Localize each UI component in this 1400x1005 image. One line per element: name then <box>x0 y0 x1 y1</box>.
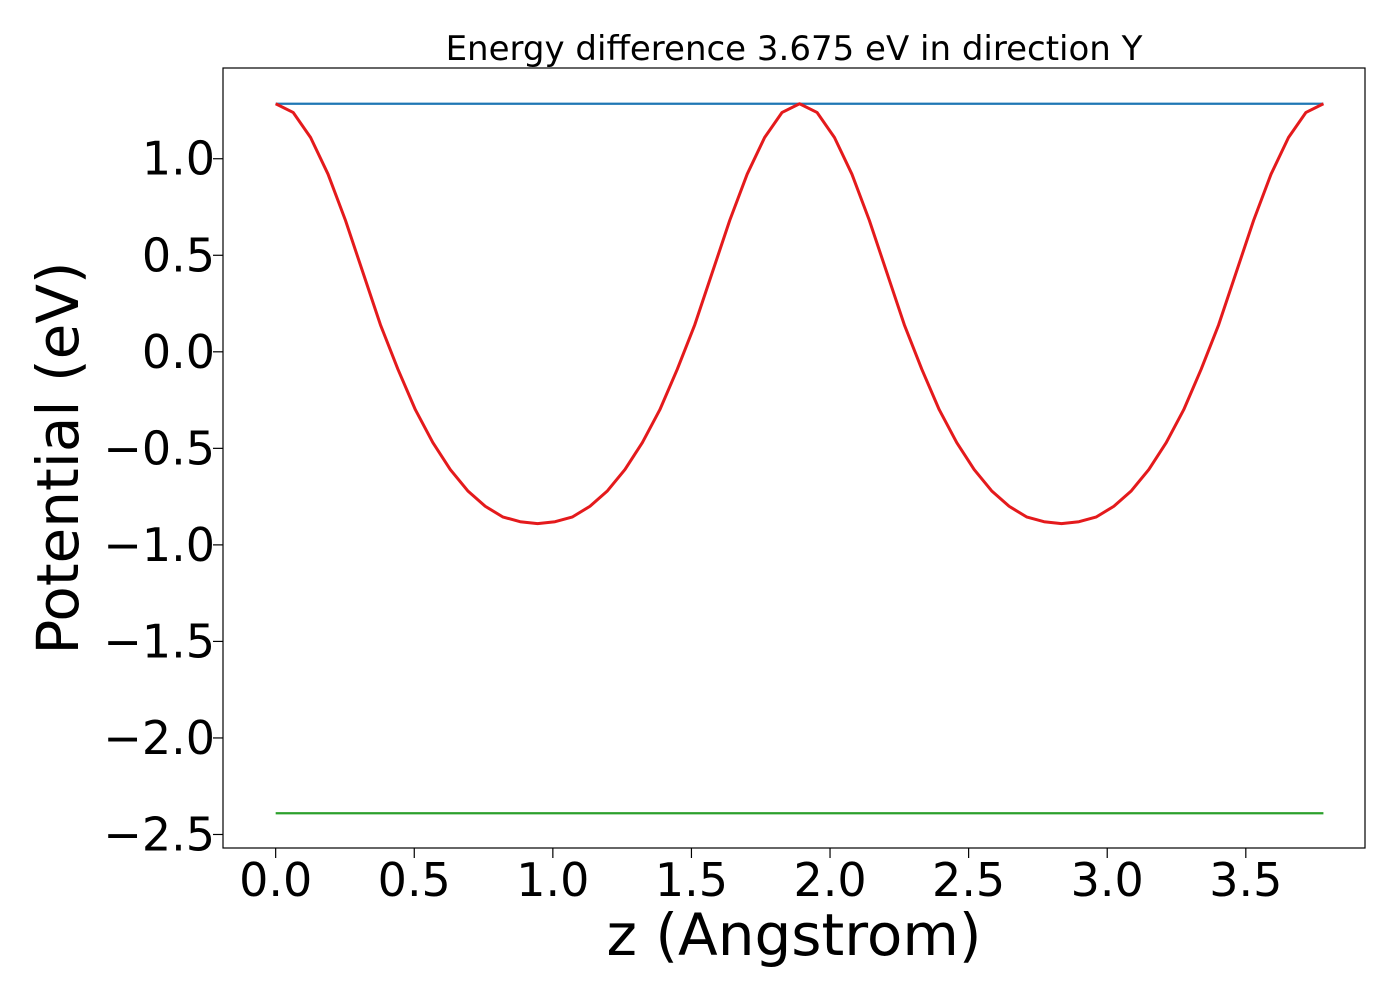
x-tick-label: 1.0 <box>516 853 589 907</box>
x-tick-label: 1.5 <box>655 853 728 907</box>
y-tick-label: −2.5 <box>103 807 215 861</box>
x-axis-label: z (Angstrom) <box>607 901 982 969</box>
chart-title: Energy difference 3.675 eV in direction … <box>446 29 1143 69</box>
y-tick-label: 0.5 <box>142 228 215 282</box>
x-tick-label: 0.0 <box>239 853 312 907</box>
y-tick-label: 1.0 <box>142 132 215 186</box>
x-tick-label: 0.5 <box>378 853 451 907</box>
y-tick-label: 0.0 <box>142 325 215 379</box>
plot-series-group <box>275 102 1325 815</box>
y-tick-label: −2.0 <box>103 711 215 765</box>
plot-frame <box>222 67 1366 849</box>
y-axis-label: Potential (eV) <box>24 261 92 654</box>
x-tick-label: 3.5 <box>1209 853 1282 907</box>
y-axis-ticks: 1.0 0.5 0.0 −0.5 −1.0 −1.5 −2.0 −2.5 <box>103 132 223 861</box>
x-tick-label: 3.0 <box>1071 853 1144 907</box>
x-tick-label: 2.0 <box>793 853 866 907</box>
x-axis-ticks: 0.0 0.5 1.0 1.5 2.0 2.5 3.0 3.5 <box>239 848 1282 907</box>
y-tick-label: −1.5 <box>103 614 215 668</box>
y-tick-label: −1.0 <box>103 518 215 572</box>
y-tick-label: −0.5 <box>103 421 215 475</box>
series-line-3 <box>275 102 1325 526</box>
x-tick-label: 2.5 <box>932 853 1005 907</box>
